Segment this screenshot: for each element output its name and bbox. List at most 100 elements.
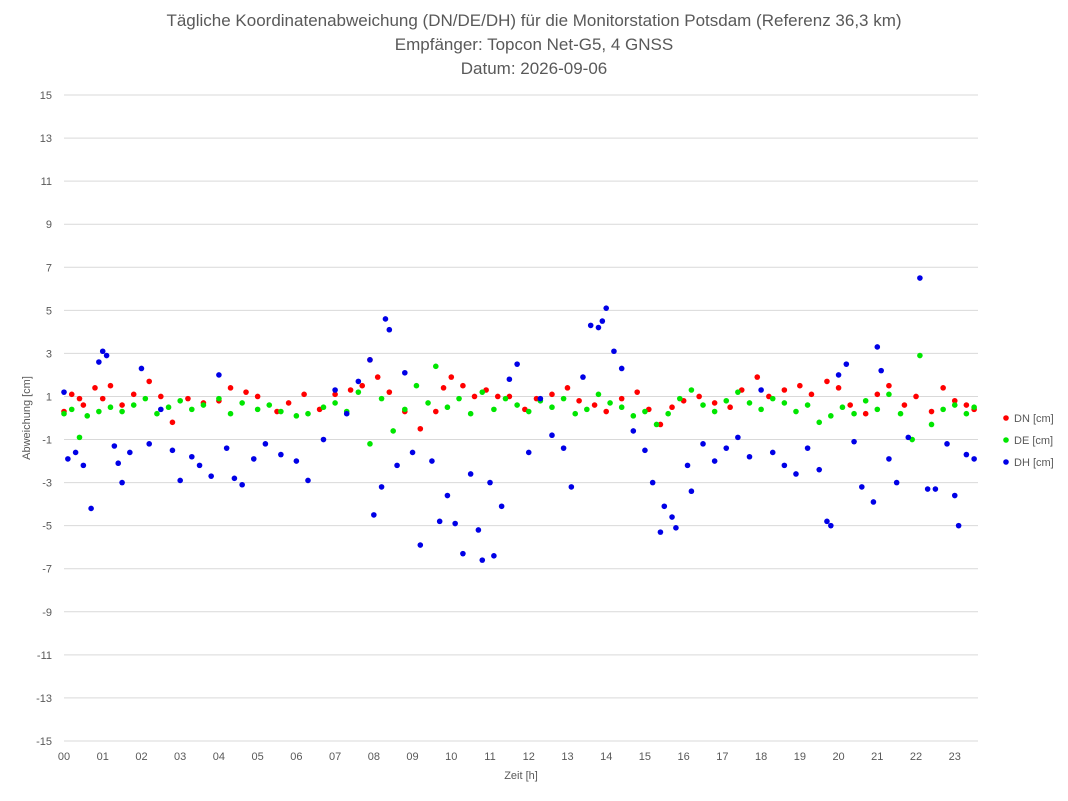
data-point — [673, 525, 679, 531]
x-tick-label: 15 — [639, 751, 651, 763]
data-point — [816, 419, 823, 426]
data-point — [371, 512, 377, 518]
data-point — [862, 397, 869, 404]
data-point — [758, 387, 764, 393]
data-point — [274, 408, 280, 415]
data-point — [688, 387, 695, 393]
data-point — [347, 387, 354, 393]
x-tick-label: 23 — [949, 751, 961, 763]
data-point — [653, 421, 660, 428]
data-point — [971, 456, 977, 462]
data-point — [525, 449, 532, 456]
data-point — [735, 434, 741, 441]
y-tick-label: 5 — [46, 305, 52, 317]
data-point — [262, 441, 269, 447]
data-point — [506, 376, 513, 383]
data-point — [618, 395, 625, 402]
data-point — [80, 462, 87, 469]
x-tick-label: 20 — [832, 751, 844, 763]
data-point — [386, 389, 393, 395]
data-point — [103, 352, 110, 359]
data-point — [61, 410, 67, 417]
data-point — [607, 400, 613, 406]
data-point — [727, 404, 733, 411]
data-point — [491, 406, 497, 413]
data-point — [130, 402, 137, 408]
data-point — [72, 449, 79, 456]
data-point — [886, 391, 892, 398]
data-point — [711, 400, 718, 406]
data-point — [684, 462, 691, 469]
data-point — [278, 451, 284, 458]
data-point — [874, 344, 881, 350]
data-point — [355, 389, 362, 395]
data-point — [293, 413, 300, 419]
data-point — [119, 402, 125, 408]
data-point — [460, 382, 466, 389]
data-point — [367, 441, 373, 447]
data-point — [305, 410, 311, 417]
data-point — [700, 441, 706, 447]
y-tick-label: 1 — [46, 391, 52, 403]
data-point — [591, 402, 598, 408]
data-point — [963, 451, 970, 458]
data-point — [301, 391, 307, 398]
data-point — [440, 385, 447, 391]
data-point — [649, 479, 656, 486]
data-point — [781, 387, 788, 393]
data-point — [940, 385, 946, 391]
legend-entry: DH [cm] — [1014, 457, 1054, 469]
data-point — [839, 404, 846, 411]
x-tick-label: 05 — [252, 751, 264, 763]
data-point — [797, 382, 803, 389]
data-point — [676, 395, 683, 402]
data-point — [107, 382, 114, 389]
y-axis-label: Abweichung [cm] — [21, 376, 33, 460]
data-point — [862, 410, 869, 417]
data-point — [661, 503, 668, 510]
data-point — [804, 402, 811, 408]
data-point — [886, 456, 892, 462]
data-point — [487, 479, 493, 486]
data-point — [971, 404, 977, 411]
x-tick-label: 12 — [523, 751, 535, 763]
y-tick-label: 9 — [46, 219, 52, 231]
data-point — [239, 400, 245, 406]
data-point — [924, 486, 931, 492]
data-point — [467, 471, 474, 477]
data-point — [940, 406, 946, 413]
data-point — [386, 326, 393, 333]
data-point — [754, 374, 761, 380]
data-point — [332, 400, 338, 406]
data-point — [525, 408, 532, 415]
data-point — [158, 393, 164, 400]
data-point — [746, 400, 753, 406]
data-point — [963, 410, 970, 417]
data-point — [564, 385, 571, 391]
data-point — [413, 382, 420, 389]
data-point — [456, 395, 462, 402]
chart-title: Tägliche Koordinatenabweichung (DN/DE/DH… — [166, 11, 902, 30]
data-point — [223, 445, 230, 451]
data-point — [266, 402, 273, 408]
data-point — [374, 374, 381, 380]
data-point — [165, 404, 172, 411]
y-tick-label: 7 — [46, 262, 52, 274]
data-point — [657, 421, 664, 428]
chart-subtitle: Empfänger: Topcon Net-G5, 4 GNSS — [394, 35, 674, 54]
y-tick-labels: 15 13 11 9 7 5 3 1 -1 -3 -5 -7 -9 -11 -13 -15 — [36, 90, 52, 748]
x-tick-label: 09 — [406, 751, 418, 763]
data-point — [917, 275, 923, 281]
data-point — [142, 395, 149, 402]
data-point — [804, 445, 811, 451]
data-point — [293, 458, 300, 464]
x-tick-label: 00 — [58, 751, 70, 763]
legend-marker — [1003, 459, 1009, 465]
data-point — [417, 542, 424, 548]
data-point — [196, 462, 203, 469]
data-point — [897, 410, 904, 417]
data-point — [723, 397, 730, 404]
data-point — [432, 408, 439, 415]
legend-entry: DN [cm] — [1014, 413, 1054, 425]
x-tick-label: 14 — [600, 751, 612, 763]
